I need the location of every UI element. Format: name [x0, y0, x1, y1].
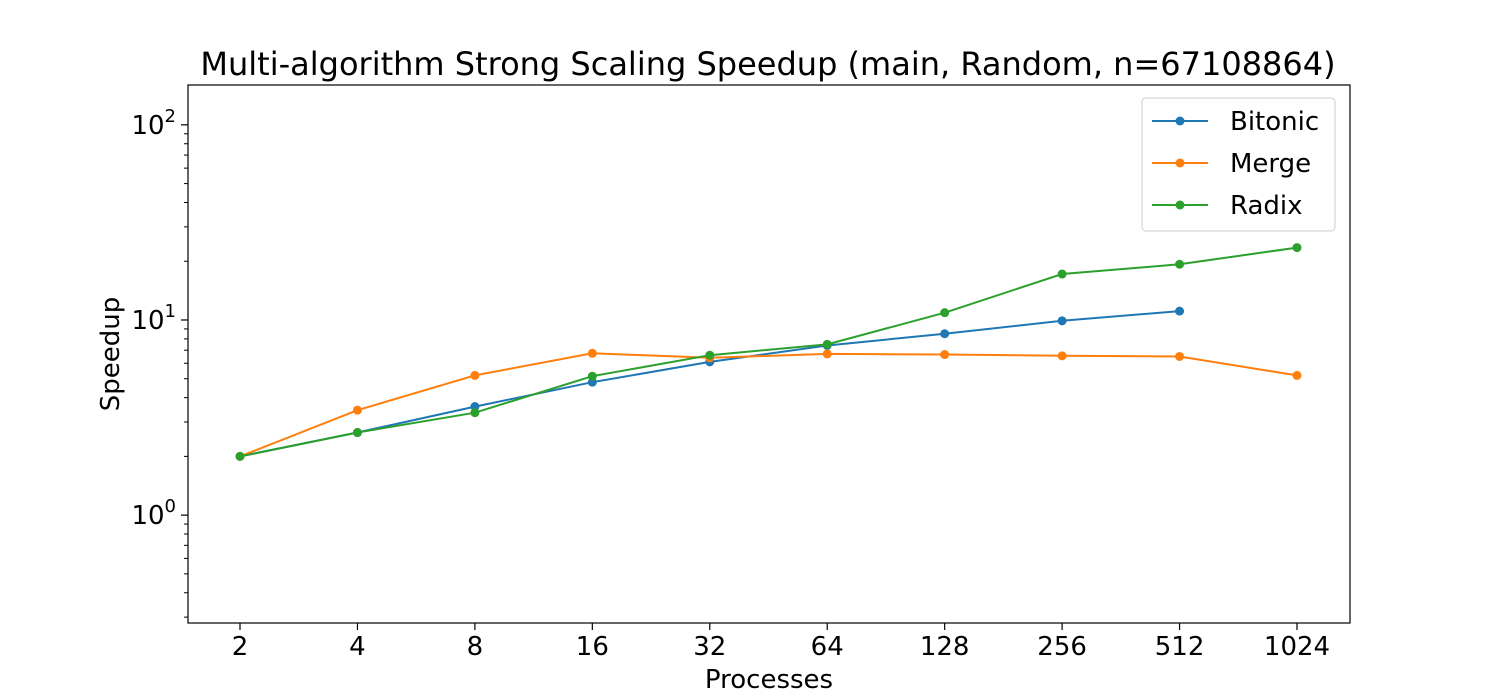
y-tick-label: 100: [131, 496, 176, 531]
x-tick-label: 2: [232, 632, 249, 662]
data-point-merge: [1175, 351, 1185, 361]
data-point-merge: [940, 350, 950, 360]
legend-box: [1141, 97, 1336, 232]
x-tick-label: 128: [920, 632, 970, 662]
y-axis-ticks: 100 101 102: [131, 106, 188, 531]
x-tick-label: 32: [693, 632, 726, 662]
y-tick-label: 102: [131, 106, 176, 141]
data-point-bitonic: [940, 329, 950, 339]
data-point-merge: [587, 348, 597, 358]
series-line-radix: [239, 246, 1298, 458]
data-point-radix: [822, 339, 832, 349]
data-point-merge: [1057, 351, 1067, 361]
data-point-radix: [352, 428, 362, 438]
data-point-merge: [1292, 370, 1302, 380]
legend-label-radix: Radix: [1230, 191, 1303, 221]
data-point-radix: [705, 350, 715, 360]
data-point-radix: [940, 308, 950, 318]
chart-title: Multi-algorithm Strong Scaling Speedup (…: [200, 45, 1335, 83]
data-point-radix: [1175, 259, 1185, 269]
y-axis-label: Speedup: [96, 297, 126, 412]
x-tick-label: 8: [467, 632, 484, 662]
x-tick-label: 4: [349, 632, 366, 662]
data-point-radix: [1292, 243, 1302, 253]
data-point-bitonic: [1057, 316, 1067, 326]
legend-label-merge: Merge: [1230, 149, 1311, 179]
x-tick-label: 16: [576, 632, 609, 662]
series-line-bitonic: [239, 310, 1180, 458]
data-point-radix: [1057, 269, 1067, 279]
data-point-radix: [470, 408, 480, 418]
data-point-merge: [470, 370, 480, 380]
y-tick-label: 101: [131, 301, 176, 336]
data-point-merge: [822, 349, 832, 359]
data-point-radix: [587, 371, 597, 381]
legend-marker-merge: [1175, 158, 1185, 168]
data-point-radix: [235, 451, 245, 461]
series-layer: [235, 243, 1302, 461]
legend-marker-bitonic: [1175, 116, 1185, 126]
legend-label-bitonic: Bitonic: [1230, 107, 1319, 137]
series-line-merge: [239, 352, 1298, 458]
data-point-bitonic: [1175, 306, 1185, 316]
y-minor-ticks: [184, 133, 188, 618]
x-axis-ticks: 2 4 8 16 32 64 128 256 512 1024: [232, 623, 1330, 662]
data-point-merge: [352, 405, 362, 415]
legend-marker-radix: [1175, 200, 1185, 210]
plot-area-frame: [187, 84, 1351, 624]
x-axis-label: Processes: [705, 665, 833, 695]
legend: Bitonic Merge Radix: [1141, 97, 1336, 232]
x-tick-label: 256: [1037, 632, 1087, 662]
x-tick-label: 512: [1155, 632, 1205, 662]
x-tick-label: 1024: [1264, 632, 1330, 662]
x-tick-label: 64: [811, 632, 844, 662]
